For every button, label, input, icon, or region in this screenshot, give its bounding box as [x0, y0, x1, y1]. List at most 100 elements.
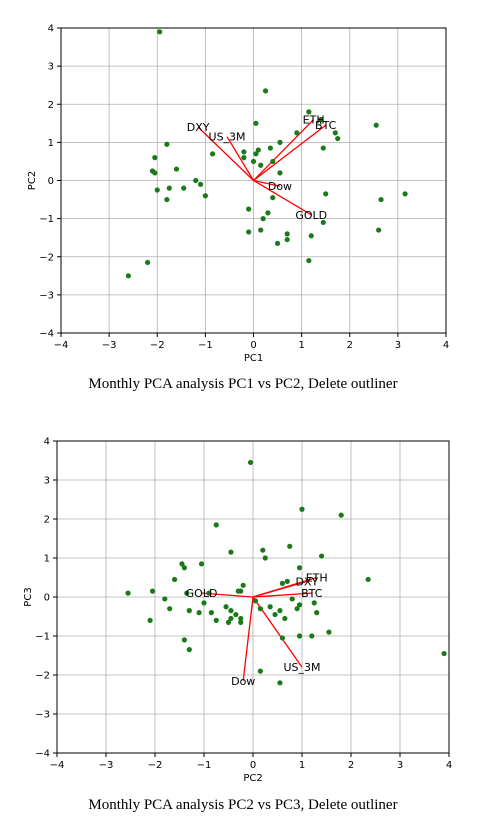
- data-point: [287, 543, 293, 549]
- data-point: [279, 580, 285, 586]
- data-point: [206, 590, 212, 596]
- data-point: [157, 29, 163, 35]
- x-tick-label: 3: [397, 760, 403, 771]
- data-point: [277, 680, 283, 686]
- x-tick-label: −4: [50, 760, 65, 771]
- x-tick-label: −4: [54, 340, 69, 351]
- data-point: [323, 191, 329, 197]
- loading-vector-btc: [253, 124, 327, 182]
- data-point: [253, 120, 259, 126]
- caption-pc2-pc3: Monthly PCA analysis PC2 vs PC3, Delete …: [88, 797, 398, 813]
- vector-label-btc: BTC: [315, 119, 337, 132]
- data-point: [152, 155, 158, 161]
- data-point: [319, 553, 325, 559]
- x-tick-label: −2: [148, 760, 163, 771]
- y-tick-label: 0: [48, 176, 54, 187]
- x-axis-label: PC1: [244, 353, 263, 364]
- x-tick-label: −1: [197, 760, 212, 771]
- data-point: [228, 608, 234, 614]
- vector-label-gold: GOLD: [295, 209, 327, 222]
- data-point: [257, 606, 263, 612]
- y-tick-label: 1: [48, 138, 54, 149]
- y-tick-label: −4: [39, 329, 54, 340]
- data-point: [373, 122, 379, 128]
- loading-vector-eth: [253, 119, 315, 181]
- data-point: [308, 233, 314, 239]
- y-tick-label: 0: [44, 593, 50, 604]
- data-point: [376, 227, 382, 233]
- data-point: [262, 88, 269, 94]
- y-tick-label: −1: [39, 214, 54, 225]
- caption-pc1-pc2: Monthly PCA analysis PC1 vs PC2, Delete …: [88, 376, 398, 392]
- data-point: [184, 590, 190, 596]
- vector-label-dxy: DXY: [296, 575, 319, 588]
- y-tick-label: −3: [35, 710, 50, 721]
- data-point: [202, 193, 208, 199]
- x-tick-label: −1: [198, 340, 213, 351]
- data-point: [284, 231, 290, 237]
- data-point: [235, 588, 241, 594]
- data-point: [262, 555, 268, 561]
- data-point: [279, 635, 285, 641]
- data-point: [154, 187, 160, 193]
- data-point: [296, 565, 303, 571]
- data-point: [149, 588, 156, 594]
- data-point: [181, 637, 187, 643]
- data-point: [228, 549, 234, 555]
- data-point: [284, 578, 290, 584]
- x-tick-label: 2: [347, 340, 353, 351]
- data-point: [167, 606, 173, 612]
- data-point: [274, 240, 281, 247]
- data-point: [164, 141, 170, 147]
- x-tick-label: 1: [298, 340, 304, 351]
- loading-vector-dow: [242, 596, 254, 681]
- data-point: [332, 130, 338, 136]
- data-point: [258, 227, 264, 233]
- data-point: [272, 611, 278, 618]
- vector-label-us_3m: US_3M: [283, 661, 320, 674]
- data-point: [166, 185, 172, 191]
- data-point: [402, 191, 408, 197]
- data-point: [378, 196, 384, 203]
- data-point: [282, 615, 288, 622]
- data-point: [208, 610, 214, 616]
- y-tick-label: 4: [48, 24, 54, 35]
- data-point: [181, 185, 187, 191]
- vector-label-dxy: DXY: [187, 121, 210, 134]
- data-point: [260, 547, 266, 553]
- data-point: [209, 151, 216, 157]
- data-point: [318, 116, 324, 123]
- data-point: [238, 619, 244, 625]
- y-tick-label: −2: [35, 671, 50, 682]
- y-axis-label: PC2: [27, 171, 38, 190]
- data-point: [320, 219, 326, 226]
- data-point: [338, 512, 344, 518]
- data-point: [162, 596, 168, 602]
- data-point: [441, 650, 447, 657]
- data-point: [365, 576, 371, 583]
- vector-label-eth: ETH: [306, 572, 328, 585]
- x-tick-label: −2: [150, 340, 165, 351]
- data-point: [277, 608, 283, 614]
- y-axis-label: PC3: [23, 587, 34, 606]
- data-point: [296, 602, 303, 608]
- data-point: [270, 195, 276, 201]
- data-point: [179, 561, 185, 567]
- data-point: [258, 162, 264, 168]
- vector-label-dow: Dow: [231, 675, 255, 688]
- x-tick-label: 4: [443, 340, 449, 351]
- data-point: [246, 206, 252, 212]
- data-point: [147, 617, 153, 623]
- data-point: [277, 139, 283, 145]
- data-point: [311, 600, 317, 606]
- x-tick-label: 3: [395, 340, 401, 351]
- data-point: [125, 273, 131, 279]
- y-tick-label: 4: [44, 437, 50, 448]
- data-point: [252, 598, 259, 604]
- data-point: [326, 629, 332, 635]
- data-point: [309, 633, 315, 639]
- vector-label-eth: ETH: [303, 114, 325, 127]
- data-point: [294, 130, 300, 136]
- y-tick-label: 3: [48, 62, 54, 73]
